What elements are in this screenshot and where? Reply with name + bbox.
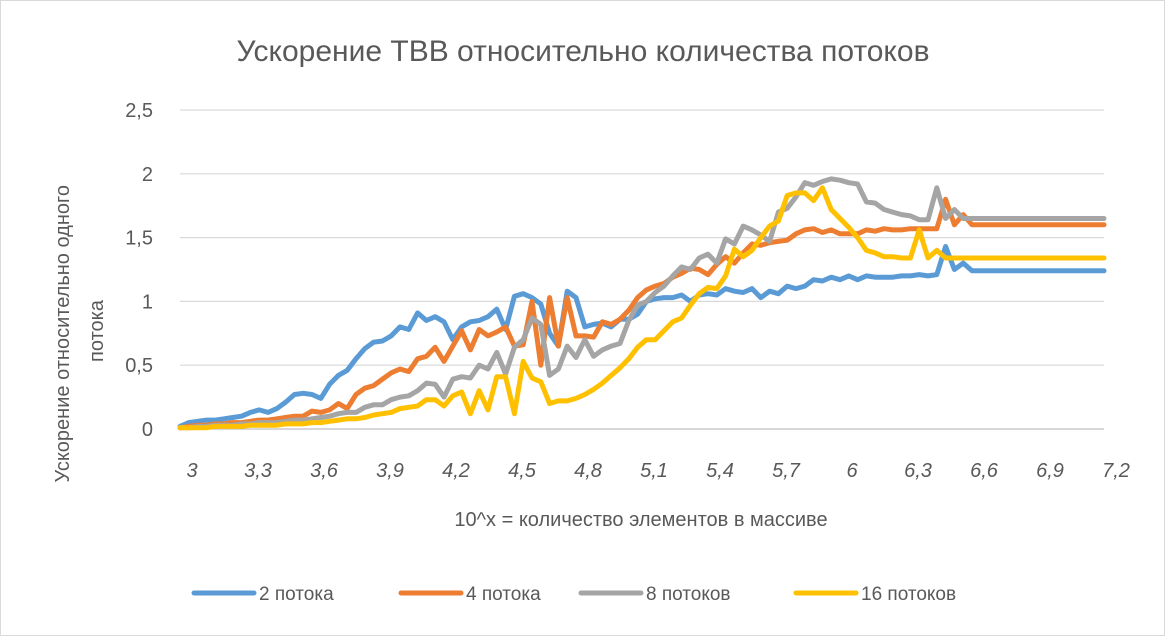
x-tick-label: 7,2 <box>1102 460 1130 482</box>
x-tick-label: 3,6 <box>310 460 339 482</box>
y-tick-label: 1,5 <box>125 228 153 250</box>
y-tick-label: 1 <box>142 291 153 313</box>
series-line-2 <box>177 196 1107 431</box>
chart-title: Ускорение TBB относительно количества по… <box>236 35 929 68</box>
x-tick-label: 5,7 <box>772 460 801 482</box>
y-axis-ticks: 0 0,5 1 1,5 2 2,5 <box>125 100 153 441</box>
y-tick-label: 2,5 <box>125 100 153 122</box>
legend-label: 4 потока <box>466 584 541 605</box>
x-tick-label: 5,4 <box>706 460 734 482</box>
x-tick-label: 6,9 <box>1036 460 1064 482</box>
series-line-1 <box>177 244 1107 429</box>
x-tick-label: 6 <box>846 460 858 482</box>
x-tick-label: 4,5 <box>508 460 537 482</box>
y-axis-title-line-2: потока <box>86 299 108 362</box>
x-tick-label: 6,6 <box>970 460 999 482</box>
y-tick-label: 0 <box>142 419 153 441</box>
x-tick-label: 4,2 <box>442 460 470 482</box>
legend-label: 2 потока <box>259 584 334 605</box>
x-axis-ticks: 3 3,3 3,6 3,9 4,2 4,5 4,8 5,1 5,4 5,7 6 6,3 6,6 6,9 7,… <box>186 460 1129 482</box>
y-tick-label: 0,5 <box>125 355 153 377</box>
x-tick-label: 6,3 <box>904 460 932 482</box>
series-lines <box>177 176 1107 431</box>
x-tick-label: 5,1 <box>640 460 668 482</box>
y-axis-title: Ускорение относительно одного потока <box>52 179 108 482</box>
legend-label: 16 потоков <box>861 584 956 605</box>
x-tick-label: 3,9 <box>376 460 404 482</box>
series-line-3 <box>177 176 1107 431</box>
x-tick-label: 3 <box>186 460 197 482</box>
y-axis-title-line-1: Ускорение относительно одного <box>52 185 74 483</box>
legend: 2 потока 4 потока 8 потоков 16 потоков <box>191 584 956 605</box>
x-axis-title: 10^x = количество элементов в массиве <box>454 509 827 531</box>
series-line-4 <box>177 185 1107 431</box>
x-tick-label: 3,3 <box>244 460 272 482</box>
legend-label: 8 потоков <box>646 584 731 605</box>
x-tick-label: 4,8 <box>574 460 602 482</box>
grid-lines <box>180 109 1104 430</box>
y-tick-label: 2 <box>142 164 153 186</box>
